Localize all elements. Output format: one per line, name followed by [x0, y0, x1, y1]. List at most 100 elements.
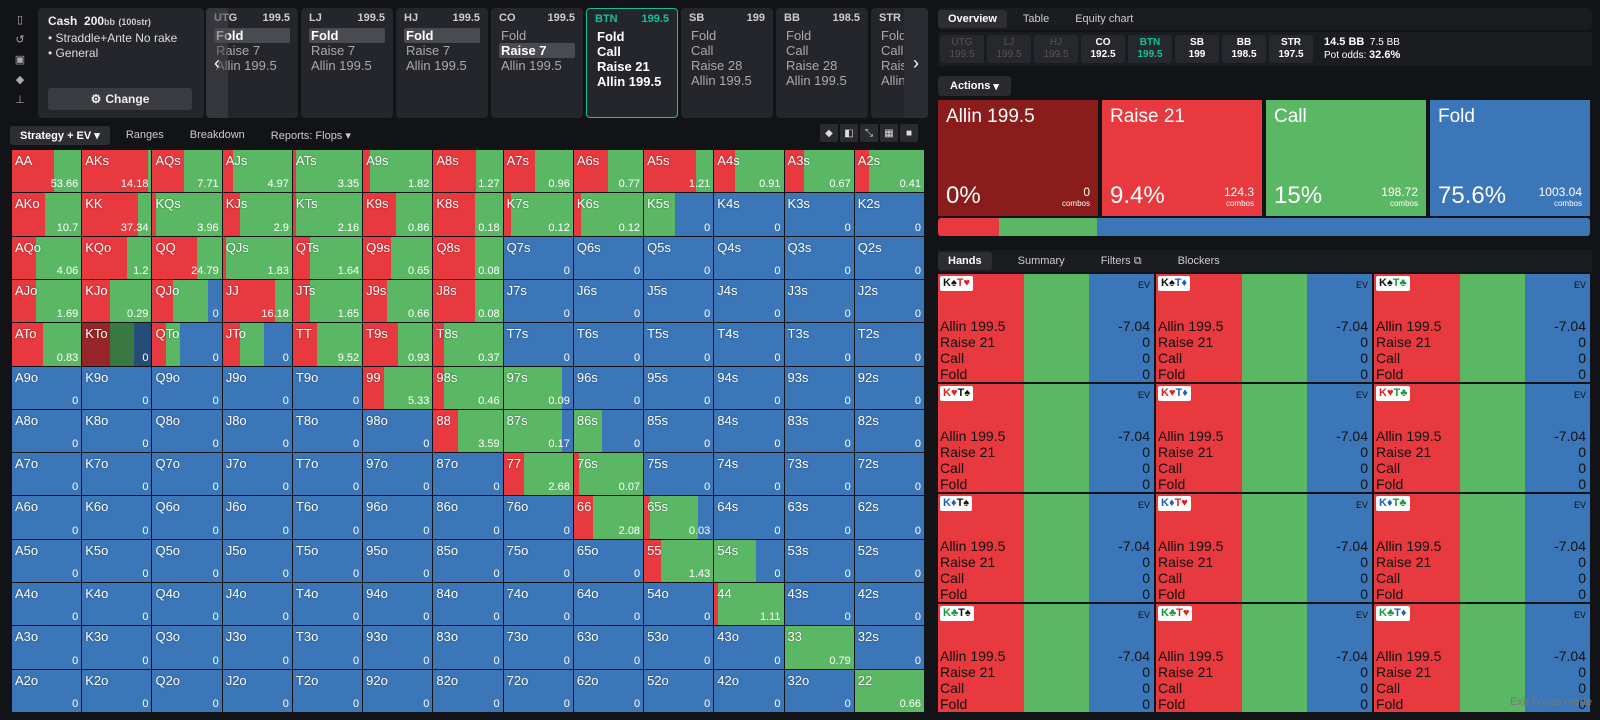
- hand-cell[interactable]: J8s 0.08: [433, 279, 503, 323]
- seat-lj[interactable]: LJ 199.5 Fold Raise 7 Allin 199.5: [301, 8, 393, 118]
- hand-cell[interactable]: 98s 0.46: [433, 366, 503, 409]
- seat-action[interactable]: Fold: [404, 28, 480, 43]
- hand-cell[interactable]: J4s 0: [714, 279, 784, 323]
- seat-action[interactable]: Raise: [881, 58, 904, 73]
- hand-card[interactable]: K♣T♠ EV Allin 199.5 -7.04 Raise 21 0 Call 0 Fold…: [938, 604, 1154, 712]
- seat-action[interactable]: Raise 7: [406, 43, 451, 58]
- hand-cell[interactable]: 94o 0: [363, 583, 433, 626]
- contrast-icon[interactable]: ◧: [840, 124, 858, 142]
- stack-sb[interactable]: SB 199: [1175, 35, 1219, 63]
- hand-cell[interactable]: JJ 16.18: [222, 279, 292, 323]
- save-icon[interactable]: ▣: [14, 53, 26, 66]
- hand-cell[interactable]: QTo 0: [152, 323, 222, 366]
- hand-cell[interactable]: J4o 0: [222, 583, 292, 626]
- hand-cell[interactable]: K3s 0: [784, 193, 854, 236]
- hand-cell[interactable]: A2s 0.41: [854, 150, 924, 193]
- hand-cell[interactable]: 62s 0: [854, 496, 924, 539]
- hand-cell[interactable]: A2o 0: [12, 669, 82, 712]
- seat-action[interactable]: Allin 199.5: [597, 74, 662, 89]
- hand-card[interactable]: K♥T♠ EV Allin 199.5 -7.04 Raise 21 0 Call 0 Fold…: [938, 384, 1154, 492]
- seat-action[interactable]: Fold: [786, 28, 812, 43]
- hand-cell[interactable]: J5s 0: [644, 279, 714, 323]
- seat-action[interactable]: Raise 7: [499, 43, 575, 58]
- hand-cell[interactable]: AJo 1.69: [12, 279, 82, 323]
- seat-action[interactable]: Allin 199.5: [216, 58, 277, 73]
- scroll-right-button[interactable]: ›: [904, 8, 928, 118]
- hand-cell[interactable]: 95s 0: [644, 366, 714, 409]
- hand-cell[interactable]: 63o 0: [573, 626, 644, 669]
- hand-cell[interactable]: K3o 0: [82, 626, 152, 669]
- hand-cell[interactable]: 75s 0: [644, 453, 714, 496]
- hand-cell[interactable]: A9s 1.82: [363, 150, 433, 193]
- hand-cell[interactable]: A5s 1.21: [644, 150, 714, 193]
- hand-cell[interactable]: K5s 0: [644, 193, 714, 236]
- hand-cell[interactable]: 63s 0: [784, 496, 854, 539]
- hand-cell[interactable]: 75o 0: [503, 539, 573, 583]
- hand-cell[interactable]: 85o 0: [433, 539, 503, 583]
- hand-cell[interactable]: 87o 0: [433, 453, 503, 496]
- hand-cell[interactable]: 73o 0: [503, 626, 573, 669]
- hand-cell[interactable]: 52s 0: [854, 539, 924, 583]
- hand-cell[interactable]: 52o 0: [644, 669, 714, 712]
- hand-cell[interactable]: Q6s 0: [573, 236, 644, 279]
- hand-cell[interactable]: Q4o 0: [152, 583, 222, 626]
- hand-cell[interactable]: A4o 0: [12, 583, 82, 626]
- stack-lj[interactable]: LJ 199.5: [987, 35, 1031, 63]
- hand-cell[interactable]: T2o 0: [292, 669, 363, 712]
- seat-action[interactable]: Call: [881, 43, 904, 58]
- hand-cell[interactable]: 65s 0.03: [644, 496, 714, 539]
- hand-cell[interactable]: 42s 0: [854, 583, 924, 626]
- history-icon[interactable]: ↺: [15, 33, 25, 46]
- hand-cell[interactable]: 64s 0: [714, 496, 784, 539]
- hand-cell[interactable]: 85s 0: [644, 409, 714, 453]
- hand-cell[interactable]: 83o 0: [433, 626, 503, 669]
- hand-cell[interactable]: 54o 0: [644, 583, 714, 626]
- hand-cell[interactable]: KK 37.34: [82, 193, 152, 236]
- hand-cell[interactable]: Q5o 0: [152, 539, 222, 583]
- hand-cell[interactable]: T5o 0: [292, 539, 363, 583]
- hand-cell[interactable]: J7o 0: [222, 453, 292, 496]
- bookmark-icon[interactable]: ▯: [16, 13, 24, 26]
- hand-cell[interactable]: KTs 2.16: [292, 193, 363, 236]
- hand-cell[interactable]: Q9o 0: [152, 366, 222, 409]
- seat-co[interactable]: CO 199.5 Fold Raise 7 Allin 199.5: [491, 8, 583, 118]
- hand-cell[interactable]: ATs 3.35: [292, 150, 363, 193]
- seat-action[interactable]: Fold: [881, 28, 904, 43]
- hand-cell[interactable]: 83s 0: [784, 409, 854, 453]
- seat-action[interactable]: Allin 199.5: [501, 58, 562, 73]
- hand-cell[interactable]: 53s 0: [784, 539, 854, 583]
- hand-cell[interactable]: 97s 0.09: [503, 366, 573, 409]
- gamepad-icon[interactable]: ◆: [15, 73, 25, 86]
- seat-action[interactable]: Call: [691, 43, 714, 58]
- tab-blockers[interactable]: Blockers: [1177, 255, 1220, 267]
- hand-cell[interactable]: 43s 0: [784, 583, 854, 626]
- cube-icon[interactable]: ◆: [820, 124, 838, 142]
- seat-action[interactable]: Allin 199.5: [691, 73, 752, 88]
- hand-cell[interactable]: 64o 0: [573, 583, 644, 626]
- hand-cell[interactable]: AA 53.66: [12, 150, 82, 193]
- hand-cell[interactable]: K6o 0: [82, 496, 152, 539]
- hand-cell[interactable]: 33 0.79: [784, 626, 854, 669]
- seat-action[interactable]: Fold: [597, 29, 625, 44]
- hand-cell[interactable]: 92o 0: [363, 669, 433, 712]
- hand-cell[interactable]: 96s 0: [573, 366, 644, 409]
- hand-cell[interactable]: T7s 0: [503, 323, 573, 366]
- hand-cell[interactable]: A8o 0: [12, 409, 82, 453]
- scroll-left-button[interactable]: ‹: [206, 8, 228, 118]
- hand-cell[interactable]: A7o 0: [12, 453, 82, 496]
- seat-str[interactable]: STR FoldCallRaiseAllin 1: [871, 8, 904, 118]
- hand-cell[interactable]: K8s 0.18: [433, 193, 503, 236]
- hand-cell[interactable]: 72o 0: [503, 669, 573, 712]
- hand-cell[interactable]: 72s 0: [854, 453, 924, 496]
- hand-cell[interactable]: 74s 0: [714, 453, 784, 496]
- tab-summary[interactable]: Summary: [1017, 255, 1065, 267]
- tab-filters[interactable]: Filters ⧉: [1100, 254, 1142, 267]
- actions-dropdown[interactable]: Actions ▾: [938, 76, 1011, 96]
- hand-cell[interactable]: Q6o 0: [152, 496, 222, 539]
- hand-cell[interactable]: QJs 1.83: [222, 236, 292, 279]
- hand-card[interactable]: K♠T♦ EV Allin 199.5 -7.04 Raise 21 0 Call 0 Fold…: [1156, 274, 1372, 382]
- hand-cell[interactable]: AQs 7.71: [152, 150, 222, 193]
- hand-cell[interactable]: JTo 0: [222, 323, 292, 366]
- hand-cell[interactable]: QQ 24.79: [152, 236, 222, 279]
- hand-cell[interactable]: 73s 0: [784, 453, 854, 496]
